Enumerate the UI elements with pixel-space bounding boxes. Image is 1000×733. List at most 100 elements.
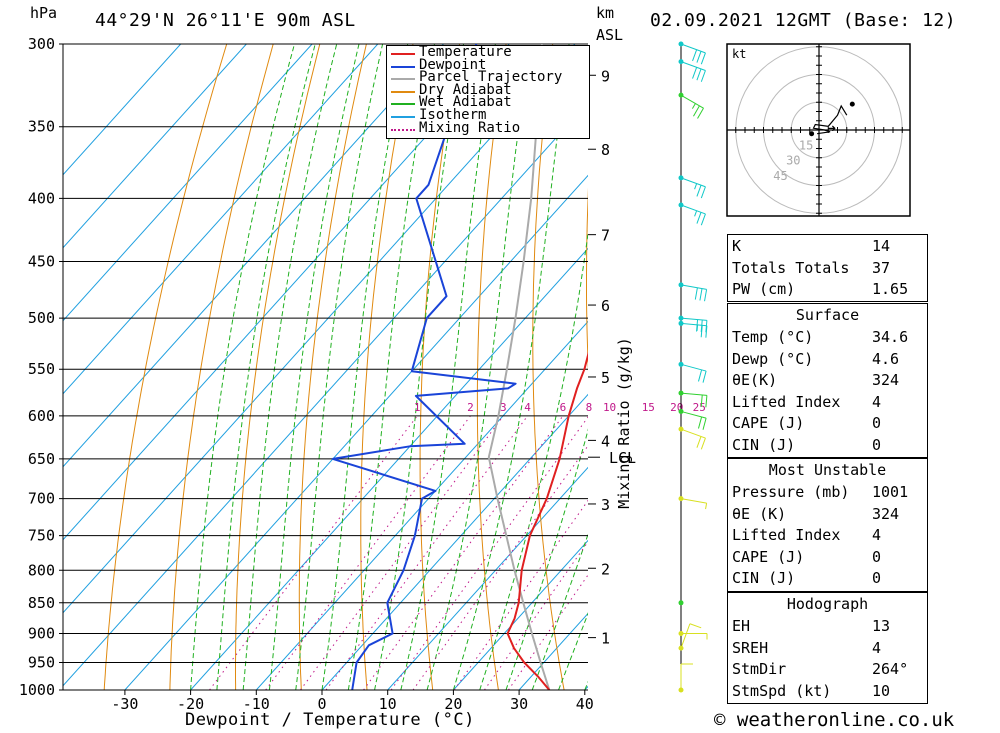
table-row: θE(K) 324	[728, 370, 927, 392]
dry-adiabat-line	[360, 44, 414, 690]
wind-barb-shaft	[680, 177, 706, 188]
wind-barb-flag	[697, 107, 704, 119]
table-row-label: StmSpd (kt)	[732, 681, 832, 700]
x-tick-label: 30	[510, 695, 528, 713]
isotherm-line	[255, 320, 588, 690]
table-row: Dewp (°C) 4.6	[728, 349, 927, 371]
x-tick-label: 20	[444, 695, 462, 713]
table-row: StmSpd (kt) 10	[728, 681, 927, 703]
mixing-ratio-line	[265, 415, 471, 690]
table-row-value: 1001	[872, 483, 909, 501]
table-row-value: 0	[872, 569, 882, 588]
table-row-value: 324	[872, 504, 900, 523]
wind-barb-flag	[705, 503, 708, 510]
table-row-value: 37	[872, 258, 891, 277]
wind-barb-flag	[700, 70, 706, 82]
wind-barb-flag	[696, 51, 702, 63]
pressure-tick-label: 700	[28, 490, 55, 508]
legend-swatch	[391, 90, 415, 93]
mixing-ratio-line	[325, 415, 528, 690]
km-tick-label: 1	[601, 630, 610, 648]
wind-barb	[678, 630, 708, 640]
pressure-tick-label: 750	[28, 527, 55, 545]
legend-swatch	[391, 78, 415, 81]
table-row-label: Totals Totals	[732, 258, 850, 277]
isotherm-line	[63, 101, 588, 687]
table-row-label: Pressure (mb)	[732, 483, 850, 501]
dry-adiabat-line	[925, 44, 1000, 690]
wind-barb-flag	[692, 67, 698, 79]
wind-barb-shaft	[680, 317, 707, 321]
wind-barb-flag	[705, 325, 708, 338]
legend-item: Dry Adiabat	[387, 81, 587, 98]
mixing-ratio-line	[209, 415, 418, 690]
hodograph-ring-label: 15	[799, 138, 813, 152]
legend-item: Dewpoint	[387, 58, 587, 72]
pressure-tick-label: 500	[28, 309, 55, 327]
parcel-trajectory-line	[487, 44, 551, 690]
x-tick-label: 0	[317, 695, 326, 713]
isotherm-line	[387, 466, 588, 690]
table-row: CIN (J) 0	[728, 435, 927, 457]
wind-barb	[678, 320, 708, 338]
table-row-label: SREH	[732, 638, 769, 657]
wet-adiabat-line	[216, 44, 316, 690]
table-row-value: 4	[872, 638, 882, 657]
legend-label: Mixing Ratio	[419, 119, 521, 136]
wind-barb-flag	[700, 213, 706, 226]
pressure-tick-label: 600	[28, 407, 55, 425]
table-row-value: 264°	[872, 660, 909, 679]
legend-swatch	[391, 103, 415, 106]
table-row-value: 13	[872, 617, 891, 635]
wind-barb-flag	[698, 416, 703, 429]
x-tick-label: -10	[243, 695, 270, 713]
mixing-ratio-label: 6	[560, 401, 567, 414]
wind-barb	[678, 202, 706, 226]
legend-swatch	[391, 53, 415, 55]
wind-barb-shaft	[680, 498, 707, 504]
mixing-ratio-line	[299, 415, 504, 690]
isotherm-line	[63, 44, 313, 322]
x-tick-label: -20	[177, 695, 204, 713]
wind-barb-shaft	[680, 363, 707, 372]
wind-barb-shaft	[680, 94, 704, 109]
storm-motion-marker: ➜	[828, 121, 836, 137]
location-title: 44°29'N 26°11'E 90m ASL	[95, 10, 356, 31]
isotherm-line	[63, 44, 379, 395]
km-tick-label: 8	[601, 141, 610, 159]
wind-barb-flag	[698, 369, 703, 382]
legend-label: Wet Adiabat	[419, 94, 512, 111]
table-row: θE (K) 324	[728, 504, 927, 526]
legend-label: Dry Adiabat	[419, 81, 512, 98]
legend-swatch	[391, 128, 415, 131]
wind-barb-flag	[699, 288, 703, 301]
dry-adiabat-line	[169, 44, 274, 690]
table-row-value: 34.6	[872, 328, 909, 346]
table-row-value: 4.6	[872, 349, 900, 368]
table-row: CIN (J) 0	[728, 568, 927, 590]
wind-barb-shaft	[680, 43, 706, 54]
table-row: K 14	[728, 236, 927, 258]
wind-barb-flag	[694, 183, 698, 190]
mixing-ratio-label: 10	[603, 401, 616, 414]
table-row-label: Lifted Index	[732, 392, 841, 411]
isotherm-line	[321, 393, 588, 690]
legend-swatch	[391, 116, 415, 118]
copyright-footer[interactable]: © weatheronline.co.uk	[714, 709, 955, 731]
most-unstable-panel: Most Unstable Pressure (mb) 1001 θE (K) 324…	[727, 458, 928, 592]
wind-barb-flag	[700, 186, 706, 199]
wind-barb-shaft	[680, 428, 706, 439]
hpa-label: hPa	[30, 4, 58, 22]
table-row: CAPE (J) 0	[728, 547, 927, 569]
isotherm-line	[63, 44, 510, 541]
table-row: PW (cm) 1.65	[728, 279, 927, 301]
wind-barb-flag	[702, 370, 707, 383]
isotherm-line	[190, 247, 588, 690]
pressure-tick-label: 550	[28, 360, 55, 378]
pressure-tick-label: 950	[28, 653, 55, 671]
table-row-value: 0	[872, 414, 882, 433]
wind-barb	[678, 92, 704, 119]
table-row: Lifted Index 4	[728, 392, 927, 414]
hodograph-units-label: kt	[732, 47, 746, 61]
dry-adiabat-line	[972, 44, 1000, 690]
